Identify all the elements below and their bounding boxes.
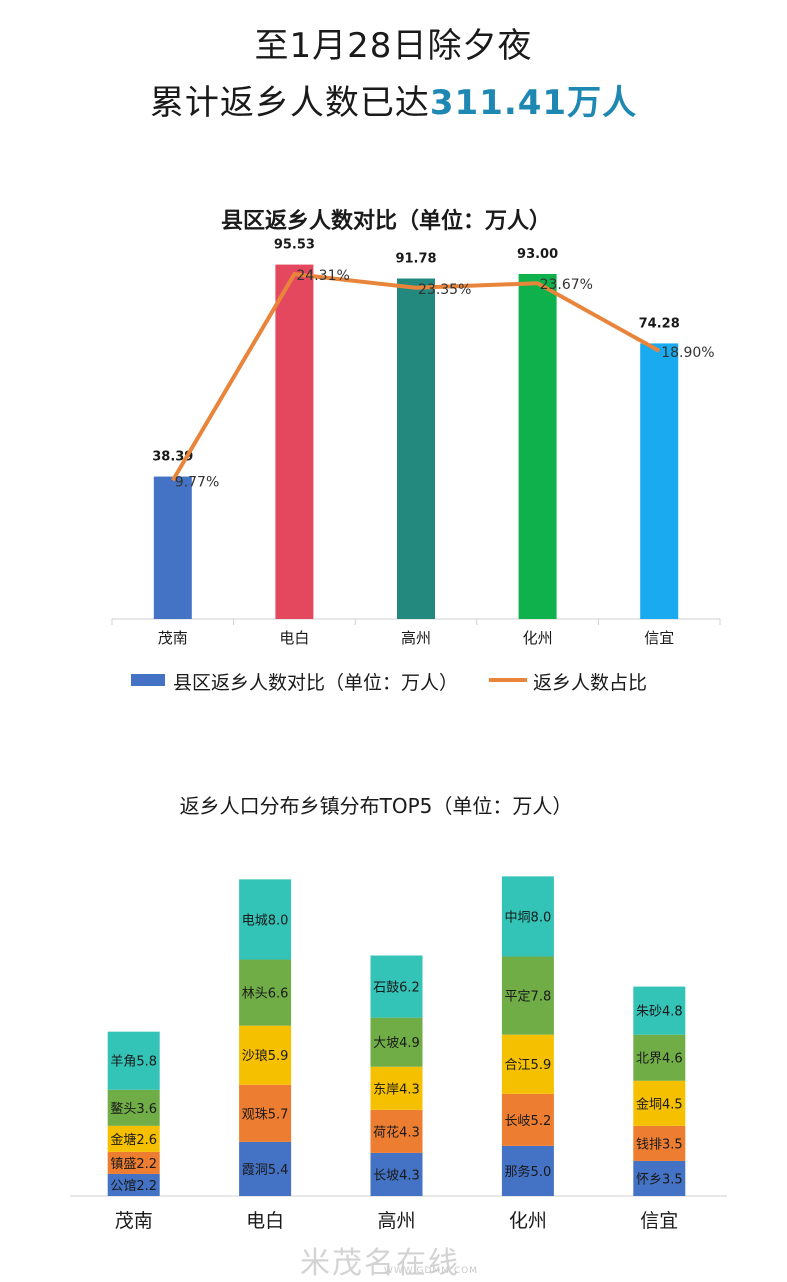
x-label-信宜: 信宜 (640, 1210, 678, 1232)
segment-金垌 (633, 1080, 686, 1126)
segment-label: 林头6.6 (242, 987, 289, 1002)
segment-怀乡 (633, 1160, 686, 1196)
x-label-茂南: 茂南 (158, 629, 188, 647)
x-label-高州: 高州 (401, 629, 431, 647)
segment-中垌 (501, 876, 554, 957)
bar-value-label: 91.78 (395, 251, 436, 266)
segment-大坡 (370, 1017, 423, 1067)
chart2-x-labels: 茂南 电白 高州 化州 信宜 (115, 1210, 679, 1232)
segment-label: 霞洞5.4 (242, 1163, 289, 1178)
x-label-高州: 高州 (377, 1210, 415, 1232)
segment-霞洞 (239, 1141, 292, 1196)
bar-高州 (397, 278, 435, 619)
segment-label: 大坡4.9 (373, 1036, 420, 1051)
share-label: 18.90% (661, 345, 714, 361)
segment-金塘 (107, 1125, 160, 1152)
segment-label: 钱排3.5 (636, 1137, 683, 1152)
segment-长坡 (370, 1152, 423, 1196)
chart2-title: 返乡人口分布乡镇分布TOP5（单位：万人） (180, 794, 573, 818)
segment-label: 电城8.0 (242, 913, 289, 928)
segment-北界 (633, 1034, 686, 1081)
segment-label: 羊角5.8 (110, 1054, 157, 1070)
x-label-电白: 电白 (279, 629, 309, 647)
share-label: 24.31% (296, 268, 349, 284)
segment-观珠 (239, 1084, 292, 1142)
segment-label: 中垌8.0 (505, 910, 552, 925)
segment-label: 镇盛2.2 (110, 1157, 157, 1172)
segment-label: 金塘2.6 (110, 1132, 157, 1148)
legend-bar-label: 县区返乡人数对比（单位：万人） (173, 672, 458, 694)
x-label-电白: 电白 (246, 1210, 284, 1232)
bar-茂南 (153, 476, 192, 619)
segment-钱排 (633, 1125, 686, 1161)
segment-label: 长岐5.2 (505, 1114, 552, 1129)
watermark-url: WWW.GDMM.COM (384, 1266, 478, 1276)
segment-荷花 (370, 1109, 423, 1153)
headline-line-2: 累计返乡人数已达311.41万人 (0, 75, 787, 124)
segment-电城 (239, 879, 292, 960)
bar-value-label: 95.53 (274, 238, 315, 253)
x-label-茂南: 茂南 (115, 1210, 153, 1232)
headline-line-2-prefix: 累计返乡人数已达 (149, 83, 430, 123)
headline-total-highlight: 311.41万人 (429, 83, 638, 123)
segment-石鼓 (370, 955, 423, 1018)
bar-value-label: 93.00 (517, 247, 558, 262)
segment-那务 (501, 1145, 554, 1196)
segment-镇盛 (107, 1151, 160, 1174)
segment-林头 (239, 959, 292, 1026)
segment-label: 荷花4.3 (373, 1124, 420, 1140)
chart2-stacks: 公馆2.2 镇盛2.2 金塘2.6 鳌头3.6 羊角5.8 霞洞5.4 观珠5.7 沙琅5.9… (107, 876, 686, 1196)
bar-电白 (275, 264, 314, 619)
segment-label: 怀乡3.5 (636, 1172, 683, 1187)
segment-东岸 (370, 1066, 423, 1110)
share-label: 23.35% (418, 282, 471, 298)
chart1-x-labels: 茂南 电白 高州 化州 信宜 (158, 629, 674, 647)
chart1-line-labels: 9.77% 24.31% 23.35% 23.67% 18.90% (175, 268, 715, 490)
segment-label: 石鼓6.2 (373, 981, 420, 996)
headline-line-1: 至1月28日除夕夜 (254, 26, 533, 66)
segment-label: 观珠5.7 (242, 1107, 289, 1122)
segment-label: 金垌4.5 (636, 1096, 683, 1112)
segment-鳌头 (107, 1089, 160, 1126)
township-top5-chart: 返乡人口分布乡镇分布TOP5（单位：万人） 公馆2.2 镇盛2.2 金塘2.6 鳌头3… (70, 794, 727, 1232)
share-label: 9.77% (175, 474, 219, 490)
x-label-化州: 化州 (523, 629, 553, 647)
x-label-信宜: 信宜 (644, 629, 674, 647)
segment-平定 (501, 956, 554, 1035)
chart1-legend: 县区返乡人数对比（单位：万人） 返乡人数占比 (131, 672, 647, 694)
share-line (171, 272, 661, 482)
segment-label: 那务5.0 (505, 1164, 552, 1180)
chart1-bars (153, 264, 679, 619)
segment-label: 长坡4.3 (373, 1168, 420, 1183)
segment-label: 平定7.8 (505, 990, 552, 1005)
bar-信宜 (640, 343, 679, 619)
bar-value-label: 74.28 (639, 316, 680, 331)
legend-bar-swatch (131, 674, 165, 686)
segment-label: 沙琅5.9 (242, 1049, 289, 1064)
bar-化州 (518, 273, 557, 619)
segment-label: 合江5.9 (505, 1058, 552, 1073)
share-label: 23.67% (540, 277, 593, 293)
segment-label: 鳌头3.6 (110, 1101, 157, 1117)
segment-朱砂 (633, 986, 686, 1035)
x-label-化州: 化州 (509, 1210, 547, 1232)
segment-label: 东岸4.3 (373, 1082, 420, 1097)
segment-公馆 (107, 1173, 160, 1196)
segment-label: 朱砂4.8 (636, 1005, 683, 1020)
segment-label: 公馆2.2 (110, 1179, 157, 1194)
segment-长岐 (501, 1093, 554, 1146)
chart1-title: 县区返乡人数对比（单位：万人） (221, 208, 551, 234)
segment-沙琅 (239, 1025, 292, 1085)
chart1-x-ticks (111, 619, 721, 625)
segment-合江 (501, 1034, 554, 1094)
watermark: 米茂名在线 WWW.GDMM.COM (300, 1238, 500, 1281)
segment-label: 北界4.6 (636, 1052, 683, 1067)
legend-line-label: 返乡人数占比 (533, 672, 647, 694)
segment-羊角 (107, 1031, 160, 1090)
watermark-logo-text: 米茂名在线 (300, 1246, 460, 1281)
